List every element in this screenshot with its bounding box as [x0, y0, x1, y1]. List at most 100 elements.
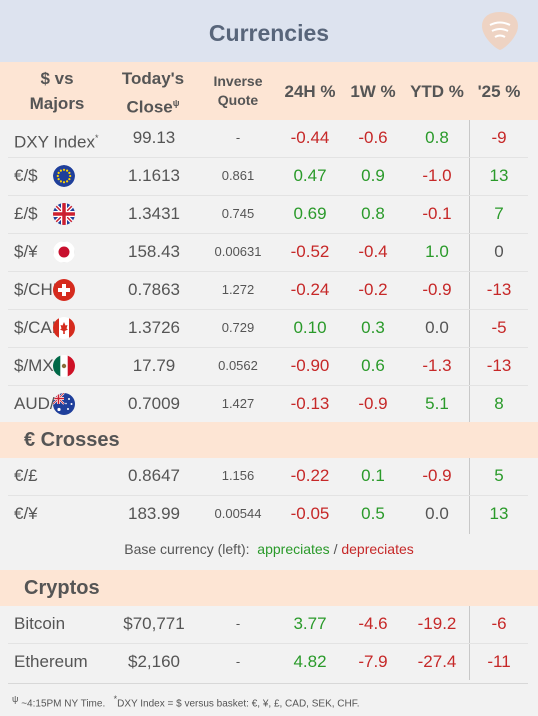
- color-legend: Base currency (left): appreciates / depr…: [124, 541, 414, 557]
- header-1w: 1W %: [350, 82, 396, 101]
- row-name: $/CAD: [14, 318, 65, 337]
- header-ytd: YTD %: [410, 82, 464, 101]
- row-24h: 0.69: [293, 204, 327, 223]
- table-header: [0, 62, 538, 120]
- row-name: AUD/$: [14, 394, 65, 413]
- row-24h: 0.10: [293, 318, 327, 337]
- table-row: AUD/$ 0.7009 1.427 -0.13 -0.9 5.1 8: [0, 385, 538, 423]
- ch-flag-icon: [53, 279, 75, 301]
- table-row: €/£ 0.8647 1.156 -0.22 0.1 -0.9 5: [0, 457, 538, 495]
- header-todays-close: Today's Closeψ: [121, 69, 185, 117]
- section-cryptos-title: Cryptos: [24, 577, 100, 599]
- row-24h: -0.24: [290, 280, 330, 299]
- table-row: DXY Index* 99.13 - -0.44 -0.6 0.8 -9: [0, 119, 538, 157]
- row-close: $2,160: [128, 652, 180, 671]
- row-ytd: -19.2: [417, 614, 457, 633]
- row-2025: 7: [494, 204, 504, 223]
- row-inverse-quote: 0.00544: [214, 506, 262, 521]
- row-close: 1.3726: [128, 318, 180, 337]
- row-24h: 4.82: [293, 652, 327, 671]
- row-24h: 0.47: [293, 166, 327, 185]
- row-divider: [8, 157, 528, 158]
- row-ytd: -1.3: [422, 356, 452, 375]
- row-ytd: -27.4: [417, 652, 457, 671]
- table-row: Ethereum $2,160 - 4.82 -7.9 -27.4 -11: [0, 643, 538, 681]
- row-ytd: -0.9: [422, 280, 452, 299]
- row-2025: 8: [494, 394, 504, 413]
- row-close: 17.79: [132, 356, 176, 375]
- row-inverse-quote: 0.745: [221, 206, 255, 221]
- row-divider: [8, 271, 528, 272]
- page-title: Currencies: [208, 20, 330, 46]
- table-row: $/CAD 1.3726 0.729 0.10 0.3 0.0 -5: [0, 309, 538, 347]
- jp-flag-icon: [53, 241, 75, 263]
- row-inverse-quote: 1.272: [221, 282, 255, 297]
- guitar-pick-logo-icon: [482, 12, 518, 50]
- row-name: €/¥: [14, 504, 38, 523]
- row-1w: -7.9: [358, 652, 388, 671]
- mx-flag-icon: [53, 355, 75, 377]
- row-inverse-quote: 0.00631: [214, 244, 262, 259]
- section-cryptos: Cryptos: [0, 570, 538, 606]
- row-close: 1.3431: [128, 204, 180, 223]
- row-name: $/MXN: [14, 356, 66, 375]
- row-ytd: 0.8: [425, 128, 449, 147]
- row-24h: -0.22: [290, 466, 330, 485]
- row-24h: -0.90: [290, 356, 330, 375]
- table-row: $/CHF 0.7863 1.272 -0.24 -0.2 -0.9 -13: [0, 271, 538, 309]
- eu-flag-icon: [53, 165, 75, 187]
- row-name: Ethereum: [14, 652, 88, 671]
- table-row: $/¥ 158.43 0.00631 -0.52 -0.4 1.0 0: [0, 233, 538, 271]
- row-24h: -0.52: [290, 242, 330, 261]
- column-separator: [469, 458, 470, 534]
- row-close: $70,771: [123, 614, 185, 633]
- row-2025: 5: [494, 466, 504, 485]
- au-flag-icon: [53, 393, 75, 415]
- row-close: 99.13: [132, 128, 176, 147]
- row-2025: 13: [489, 504, 509, 523]
- row-divider: [8, 347, 528, 348]
- row-close: 1.1613: [128, 166, 180, 185]
- row-name: £/$: [14, 204, 38, 223]
- row-divider: [8, 643, 528, 644]
- row-1w: 0.5: [361, 504, 385, 523]
- row-1w: -0.6: [358, 128, 388, 147]
- row-ytd: 1.0: [425, 242, 449, 261]
- row-close: 0.7863: [128, 280, 180, 299]
- table-row: Bitcoin $70,771 - 3.77 -4.6 -19.2 -6: [0, 605, 538, 643]
- row-inverse-quote: 0.729: [221, 320, 255, 335]
- row-1w: 0.8: [361, 204, 385, 223]
- row-24h: -0.44: [290, 128, 330, 147]
- row-1w: 0.9: [361, 166, 385, 185]
- row-inverse-quote: -: [235, 654, 241, 669]
- row-close: 0.7009: [128, 394, 180, 413]
- row-1w: -0.2: [358, 280, 388, 299]
- row-24h: 3.77: [293, 614, 327, 633]
- row-close: 183.99: [128, 504, 180, 523]
- row-2025: -5: [491, 318, 507, 337]
- row-divider: [8, 385, 528, 386]
- row-divider: [8, 495, 528, 496]
- row-close: 0.8647: [128, 466, 180, 485]
- row-ytd: 0.0: [425, 504, 449, 523]
- row-1w: 0.3: [361, 318, 385, 337]
- row-name: DXY Index*: [14, 132, 99, 152]
- row-2025: -11: [487, 652, 511, 671]
- row-name: €/$: [14, 166, 38, 185]
- row-24h: -0.13: [290, 394, 330, 413]
- footnote-divider: [8, 683, 528, 684]
- uk-flag-icon: [53, 203, 75, 225]
- table-row: €/$ 1.1613 0.861 0.47 0.9 -1.0 13: [0, 157, 538, 195]
- table-row: $/MXN 17.79 0.0562 -0.90 0.6 -1.3 -13: [0, 347, 538, 385]
- header-2025: '25 %: [477, 82, 521, 101]
- row-inverse-quote: 1.427: [221, 396, 255, 411]
- header-inverse-quote: Inverse Quote: [213, 73, 263, 108]
- row-2025: -13: [486, 356, 512, 375]
- row-divider: [8, 233, 528, 234]
- row-2025: 0: [494, 242, 504, 261]
- row-2025: -13: [486, 280, 512, 299]
- row-ytd: -0.1: [422, 204, 452, 223]
- row-ytd: -0.9: [422, 466, 452, 485]
- row-ytd: -1.0: [422, 166, 452, 185]
- table-row: £/$ 1.3431 0.745 0.69 0.8 -0.1 7: [0, 195, 538, 233]
